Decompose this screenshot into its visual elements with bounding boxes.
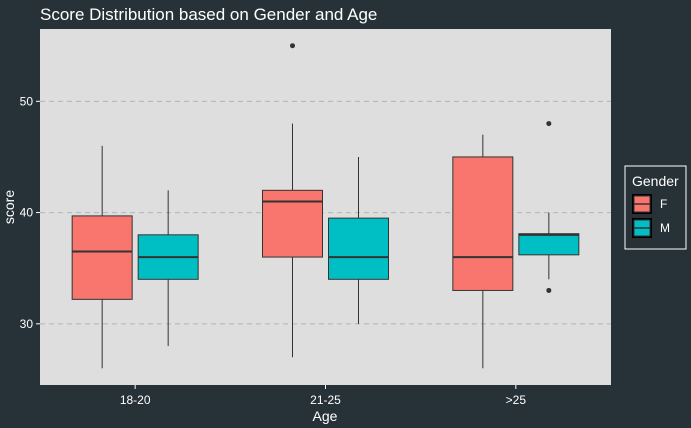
- tick-layer: 30 40 50 18-20 21-25 >25: [20, 94, 527, 407]
- outlier-series-F-1-0: [290, 43, 295, 49]
- outlier-series-M-2-1: [546, 287, 552, 293]
- box-series-F-2: [452, 156, 514, 291]
- box-series-M-1: [328, 217, 389, 280]
- y-axis-title: score: [1, 190, 17, 224]
- legend-frame: [624, 165, 687, 250]
- plot-panel: [40, 29, 611, 385]
- chart-title: Score Distribution based on Gender and A…: [40, 5, 377, 24]
- box-series-F-0: [71, 215, 133, 300]
- x-tick-label-1: 21-25: [310, 393, 341, 407]
- legend-label-M: M: [660, 221, 670, 235]
- y-tick-label-50: 50: [20, 94, 34, 108]
- x-tick-label-2: >25: [506, 393, 527, 407]
- box-series-M-2: [518, 233, 580, 256]
- y-tick-label-40: 40: [20, 206, 34, 220]
- outlier-series-M-2-0: [546, 121, 552, 127]
- x-tick-label-0: 18-20: [120, 393, 151, 407]
- legend: Gender FM: [624, 165, 687, 250]
- legend-items: FM: [632, 194, 670, 238]
- box-series-F-1: [262, 189, 323, 258]
- box-layer: [71, 43, 580, 369]
- legend-title: Gender: [632, 173, 679, 189]
- y-tick-label-30: 30: [20, 317, 34, 331]
- legend-label-F: F: [660, 197, 667, 211]
- x-axis-title: Age: [313, 408, 338, 424]
